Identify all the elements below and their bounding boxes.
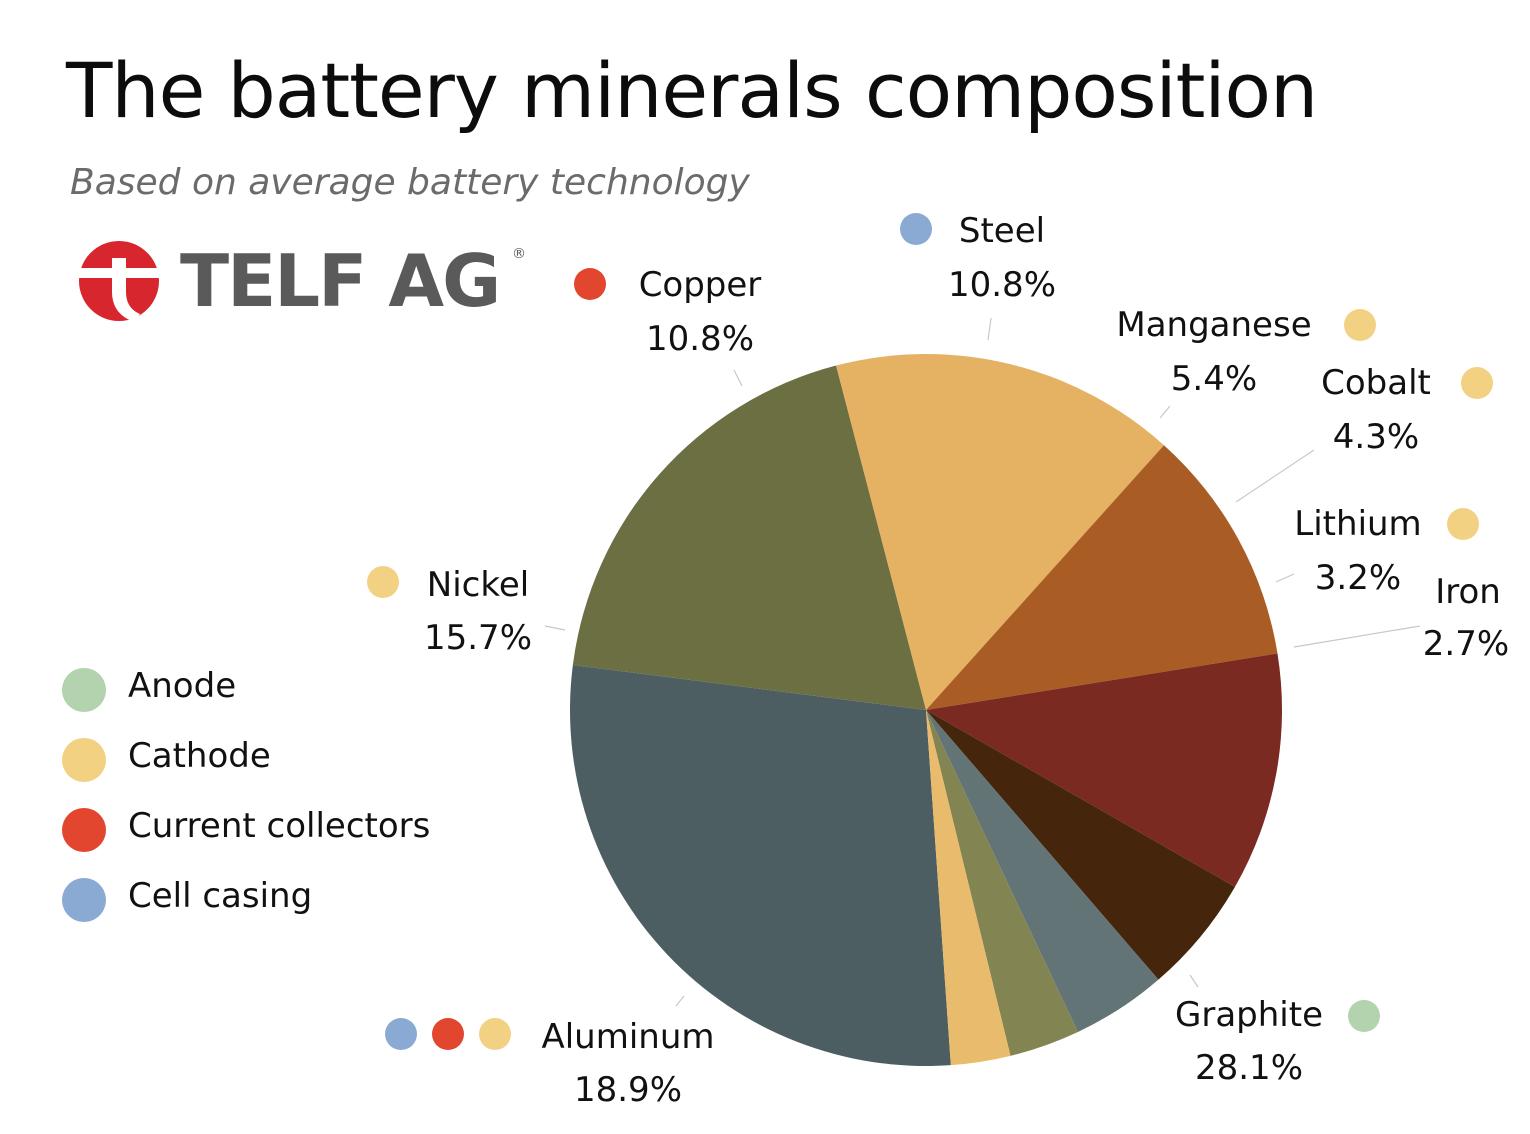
chart-subtitle: Based on average battery technology <box>70 162 750 203</box>
slice-name-label: Graphite <box>1175 995 1323 1035</box>
slice-name-label: Steel <box>959 211 1045 251</box>
brand-logo-mark-icon <box>76 241 162 322</box>
brand-logo-text: TELF AG <box>180 239 501 323</box>
legend-label: Current collectors <box>128 806 431 846</box>
component-dot <box>1461 367 1493 399</box>
component-dot <box>574 268 606 300</box>
brand-logo: TELF AG ® <box>76 238 556 324</box>
slice-label-group: Nickel 15.7% <box>367 565 566 658</box>
slice-name-label: Manganese <box>1116 305 1311 345</box>
slice-name-label: Cobalt <box>1321 363 1431 403</box>
component-dot <box>1348 1000 1380 1032</box>
legend-label: Cell casing <box>128 876 313 916</box>
pie-slice-copper <box>926 445 1278 710</box>
slice-label-group: Aluminum 18.9% <box>385 995 715 1110</box>
pie-slice-graphite <box>570 665 951 1066</box>
leader-line <box>1189 974 1199 988</box>
pie-slice-iron <box>926 710 1011 1066</box>
slice-value-label: 5.4% <box>1171 359 1257 399</box>
chart-title: The battery minerals composition <box>66 46 1318 135</box>
legend-swatch <box>62 878 106 922</box>
slice-label-group: Iron 2.7% <box>1293 572 1509 664</box>
pie-slice-steel <box>926 653 1282 887</box>
slice-name-label: Copper <box>639 265 762 305</box>
leader-line <box>1293 625 1421 648</box>
component-dot <box>1447 508 1479 540</box>
slice-name-label: Nickel <box>427 565 529 605</box>
component-dot <box>367 566 399 598</box>
slice-name-label: Iron <box>1435 572 1501 612</box>
legend-swatch <box>62 738 106 782</box>
brand-registered-mark: ® <box>512 246 526 262</box>
slice-value-label: 28.1% <box>1195 1048 1303 1088</box>
slice-label-group: Steel 10.8% <box>900 211 1056 341</box>
leader-line <box>1235 449 1315 503</box>
slice-label-group: Manganese 5.4% <box>1116 305 1376 419</box>
slice-name-label: Lithium <box>1294 504 1421 544</box>
slice-label-group: Cobalt 4.3% <box>1235 363 1493 503</box>
legend-swatch <box>62 668 106 712</box>
slice-label-group: Lithium 3.2% <box>1275 504 1479 598</box>
leader-line <box>987 317 992 341</box>
component-dot <box>900 213 932 245</box>
leader-line <box>675 995 685 1007</box>
slice-value-label: 2.7% <box>1423 624 1509 664</box>
pie-slice-aluminum <box>572 365 926 710</box>
slice-value-label: 15.7% <box>424 618 532 658</box>
pie-slice-lithium <box>926 710 1078 1056</box>
slice-name-label: Aluminum <box>541 1017 714 1057</box>
slice-value-label: 10.8% <box>948 265 1056 305</box>
leader-line <box>733 369 743 387</box>
pie-slice-manganese <box>926 710 1235 980</box>
slice-value-label: 3.2% <box>1315 558 1401 598</box>
component-dot <box>385 1018 417 1050</box>
legend-label: Cathode <box>128 736 271 776</box>
leader-line <box>1275 573 1295 583</box>
component-dot <box>479 1018 511 1050</box>
legend-swatch <box>62 808 106 852</box>
slice-value-label: 18.9% <box>574 1070 682 1110</box>
leader-line <box>1159 405 1171 419</box>
component-dot <box>432 1018 464 1050</box>
pie-slice-nickel <box>836 353 1164 710</box>
slice-value-label: 4.3% <box>1333 417 1419 457</box>
slice-label-group: Copper 10.8% <box>574 265 762 387</box>
legend-label: Anode <box>128 666 237 706</box>
component-dot <box>1344 309 1376 341</box>
slice-label-group: Graphite 28.1% <box>1175 974 1380 1088</box>
slice-value-label: 10.8% <box>646 319 754 359</box>
leader-line <box>544 625 566 631</box>
pie-slice-cobalt <box>926 710 1159 1032</box>
pie-slices <box>570 353 1282 1066</box>
